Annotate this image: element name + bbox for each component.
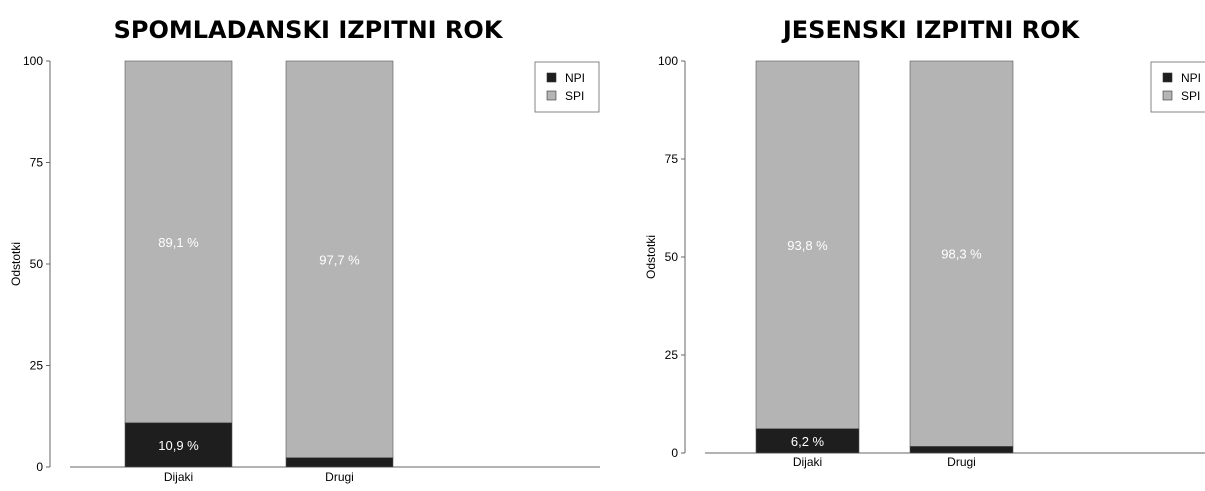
bar-npi-dijaki xyxy=(755,428,860,454)
legend-label-spi: SPI xyxy=(1181,89,1200,103)
y-tick-label: 25 xyxy=(665,348,679,362)
y-tick-label: 75 xyxy=(665,152,679,166)
chart-0: SPOMLADANSKI IZPITNI ROK 0 25 50 75 100 Odstot… xyxy=(9,16,600,484)
legend-swatch-spi xyxy=(546,90,557,101)
y-tick-label: 100 xyxy=(658,54,678,68)
legend: NPI SPI xyxy=(1150,61,1205,113)
bar-npi-dijaki xyxy=(124,422,233,468)
chart-title: JESENSKI IZPITNI ROK xyxy=(781,16,1081,44)
data-label: 6,2 % xyxy=(791,434,825,449)
legend-swatch-npi xyxy=(1162,72,1173,83)
data-label: 89,1 % xyxy=(158,235,199,250)
y-axis-label: Odstotki xyxy=(644,235,658,279)
legend-box xyxy=(534,61,600,113)
legend-label-spi: SPI xyxy=(565,89,584,103)
legend-box xyxy=(1150,61,1205,113)
y-tick-label: 25 xyxy=(30,359,44,373)
y-tick-label: 50 xyxy=(665,250,679,264)
y-tick-label: 0 xyxy=(671,446,678,460)
bar-spi-drugi xyxy=(285,60,394,458)
legend-swatch-spi xyxy=(1162,90,1173,101)
chart-1: JESENSKI IZPITNI ROK 0 25 50 75 100 Odstotki 6,… xyxy=(644,16,1205,469)
legend-swatch-npi xyxy=(546,72,557,83)
category-label: Drugi xyxy=(947,455,976,469)
legend-label-npi: NPI xyxy=(565,71,585,85)
bar-spi-drugi xyxy=(909,60,1014,447)
y-tick-label: 100 xyxy=(23,54,43,68)
category-label: Dijaki xyxy=(164,470,193,484)
category-label: Drugi xyxy=(325,470,354,484)
legend: NPI SPI xyxy=(534,61,600,113)
data-label: 97,7 % xyxy=(319,252,360,267)
bar-spi-dijaki xyxy=(755,60,860,429)
bar-npi-drugi xyxy=(909,446,1014,454)
y-axis-label: Odstotki xyxy=(9,242,23,286)
data-label: 10,9 % xyxy=(158,438,199,453)
category-label: Dijaki xyxy=(793,455,822,469)
legend-label-npi: NPI xyxy=(1181,71,1201,85)
chart-title: SPOMLADANSKI IZPITNI ROK xyxy=(114,16,504,44)
y-tick-label: 50 xyxy=(30,257,44,271)
y-tick-label: 0 xyxy=(36,460,43,474)
data-label: 93,8 % xyxy=(787,238,828,253)
data-label: 98,3 % xyxy=(941,247,982,262)
y-tick-label: 75 xyxy=(30,156,44,170)
bar-npi-drugi xyxy=(285,457,394,468)
bar-spi-dijaki xyxy=(124,60,233,424)
